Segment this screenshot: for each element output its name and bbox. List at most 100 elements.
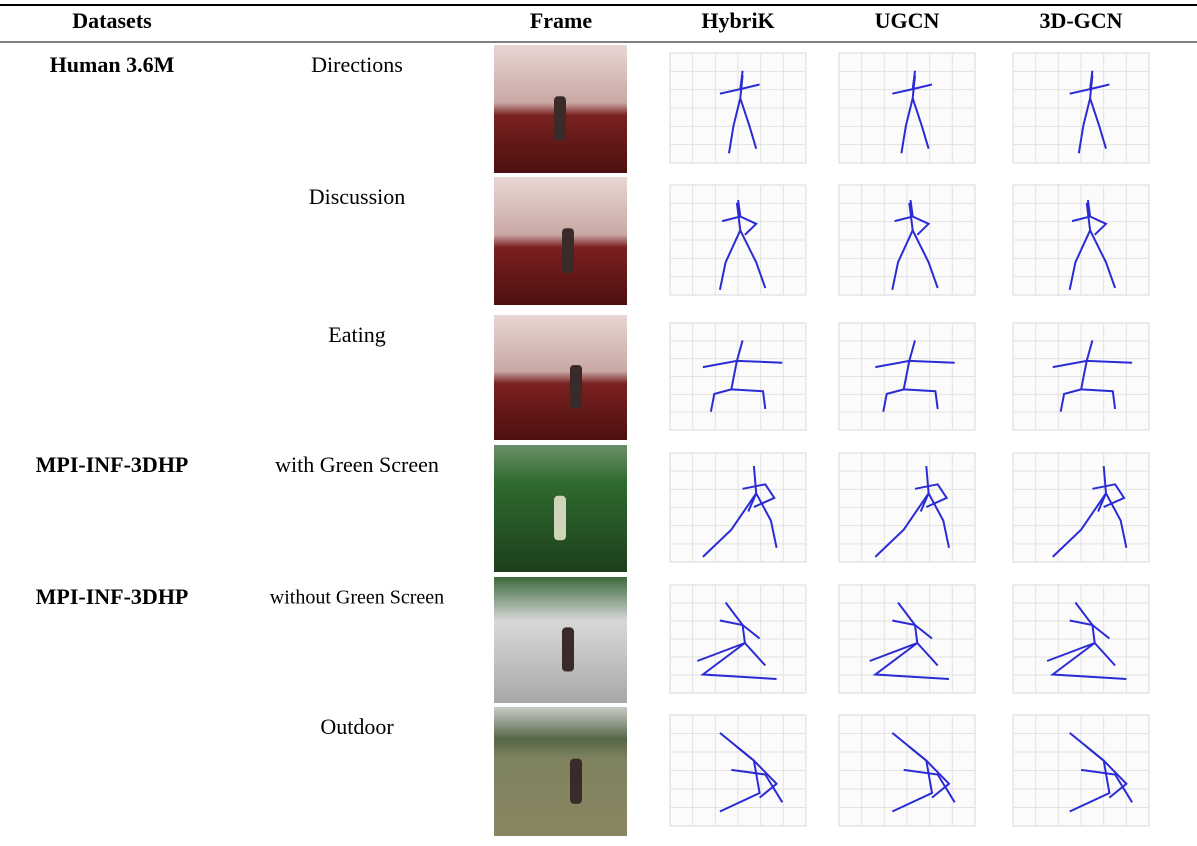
skeleton-limb [919,492,930,512]
skeleton-limb [1089,97,1107,149]
skeleton-limb [903,388,939,410]
skeleton-limb [911,97,930,149]
skeleton-limb [1097,492,1107,512]
skeleton-limb [909,199,914,217]
skeleton-limb [916,642,939,667]
pose-plot [838,52,976,164]
skeleton-limb [1102,759,1128,799]
skeleton-limb [719,619,761,640]
action-name: with Green Screen [275,452,439,477]
skeleton-limb [1052,466,1108,558]
pose-plot [669,52,807,164]
dataset-name: Human 3.6M [50,52,175,77]
skeleton-limb [1081,388,1117,410]
skeleton-limb [709,360,738,412]
action-name: Outdoor [320,714,394,739]
subject [570,365,582,409]
skeleton-limb [700,642,777,680]
column-header: Frame [530,8,593,33]
subject [562,228,574,273]
skeleton-limb [1071,215,1108,236]
skeleton-limb [911,70,916,90]
skeleton-limb [872,642,950,680]
column-header: UGCN [875,8,940,33]
skeleton-limb [869,601,919,662]
skeleton-limb [891,732,934,813]
pose-plot [669,184,807,296]
pose-plot [669,584,807,694]
pose-plot [669,714,807,827]
pose-plot [838,452,976,563]
table-body: Human 3.6M Directions Discussion Eating MPI-… [36,45,1150,836]
subject [562,627,574,672]
skeleton-limb [1069,619,1111,640]
pose-plot [1012,584,1150,694]
skeleton-limb [719,732,761,813]
action-name: Discussion [309,184,406,209]
dataset-name: MPI-INF-3DHP [36,452,189,477]
pose-plot [838,322,976,431]
pose-plot [1012,52,1150,164]
pose-plot [669,322,807,431]
skeleton-limb [702,466,758,558]
pose-plot [1012,322,1150,431]
skeleton-limb [894,215,931,236]
skeleton-limb [927,492,950,549]
skeleton-limb [721,215,758,236]
column-header: 3D-GCN [1039,8,1122,33]
action-name: Eating [328,322,385,347]
skeleton-limb [731,388,767,410]
skeleton-limb [925,759,951,799]
skeleton-limb [1105,492,1128,549]
frame-image [494,707,627,836]
skeleton-limb [736,746,755,762]
skeleton-limb [1085,340,1094,362]
skeleton-limb [735,340,744,362]
skeleton-limb [908,746,927,762]
skeleton-limb [742,483,776,508]
skeleton-limb [908,340,916,362]
skeleton-limb [737,199,742,217]
skeleton-limb [1086,199,1092,217]
pose-plot [838,714,976,827]
pose-plot [669,452,807,563]
column-header: Datasets [72,8,152,33]
skeleton-limb [696,601,746,662]
pose-plot [1012,714,1150,827]
skeleton-limb [892,619,933,640]
skeleton-limb [747,492,758,512]
pose-plot [1012,452,1150,563]
subject [570,758,582,804]
skeleton-limb [1059,360,1088,412]
skeleton-limb [874,466,930,558]
skeleton-limb [1086,746,1105,762]
skeleton-limb [914,483,949,508]
skeleton-limb [1080,768,1133,803]
frame-image [494,577,627,703]
skeleton-limb [1089,70,1094,90]
frame-image [494,315,627,440]
skeleton-limb [755,492,778,549]
skeleton-limb [1069,732,1111,813]
skeleton-limb [753,759,779,799]
skeleton-limb [1089,229,1117,289]
pose-plot [838,184,976,296]
skeleton-limb [1092,483,1126,508]
skeleton-limb [739,70,744,90]
column-header: HybriK [701,8,774,33]
skeleton-limb [739,229,767,289]
skeleton-limb [911,229,939,289]
subject [554,495,566,541]
skeleton-limb [1046,601,1096,662]
subject [554,96,566,141]
frame-image [494,177,627,305]
dataset-name: MPI-INF-3DHP [36,584,189,609]
action-name: without Green Screen [270,587,444,609]
skeleton-limb [903,768,956,803]
skeleton-limb [739,97,758,149]
action-name: Directions [311,52,403,77]
skeleton-limb [744,642,767,667]
pose-plot [1012,184,1150,296]
skeleton-limb [1093,642,1116,667]
